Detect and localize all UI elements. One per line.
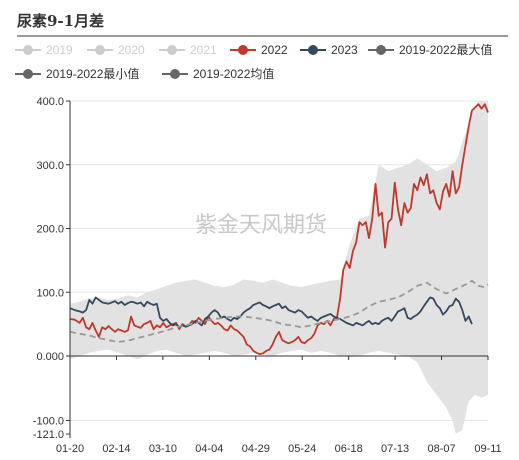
legend-label: 2022 [261,43,288,57]
y-tick-label: 200.0 [36,224,64,236]
legend-marker [170,69,180,79]
series-line-2022 [69,103,489,355]
x-tick-label: 01-20 [56,443,84,455]
range-band [70,101,488,434]
legend-marker [167,45,177,55]
legend-marker [308,45,318,55]
legend-marker [23,45,33,55]
x-tick-label: 05-24 [288,443,316,455]
legend-label: 2019 [46,43,73,57]
legend-label: 2019-2022均值 [193,66,274,81]
x-tick-label: 02-14 [102,443,130,455]
series-line-2023 [69,296,473,329]
legend-label: 2020 [118,43,145,57]
axes [69,101,488,438]
legend-marker [23,69,33,79]
series-lines [69,103,489,355]
legend-label: 2023 [331,43,358,57]
legend-item-2022[interactable]: 2022 [230,43,288,57]
y-tick-label: 100.0 [36,287,64,299]
x-tick-label: 04-29 [242,443,270,455]
legend-marker [95,45,105,55]
legend-marker [238,45,248,55]
chart-title: 尿素9-1月差 [17,12,104,30]
y-tick-label: 400.0 [36,96,64,108]
legend-label: 2021 [190,43,217,57]
y-tick-label: -100.0 [33,415,64,427]
x-tick-label: 04-04 [195,443,223,455]
y-tick-label: 0.000 [36,351,64,363]
y-tick-label: 300.0 [36,160,64,172]
legend-item-2019-2022均值[interactable]: 2019-2022均值 [162,66,274,81]
legend-item-2019-2022最大值[interactable]: 2019-2022最大值 [368,42,492,57]
series-line-2019-2022均值 [69,279,489,343]
legend-item-2019[interactable]: 2019 [15,43,73,57]
plot-area: 紫金天风期货 400.0 300.0 200.0 100.0 0.000 -100.0 -1… [33,96,502,455]
x-tick-label: 06-18 [335,443,363,455]
watermark: 紫金天风期货 [195,212,327,237]
series-band-max-min [70,101,488,434]
legend: 2019 2020 2021 2022 2023 2019-2022最大值 2019-202… [15,42,492,81]
legend-item-2021[interactable]: 2021 [159,43,217,57]
y-axis-ticks: 400.0 300.0 200.0 100.0 0.000 -100.0 -121.0 [33,96,70,441]
legend-marker [376,45,386,55]
x-tick-label: 07-13 [381,443,409,455]
legend-label: 2019-2022最小值 [46,66,139,81]
legend-label: 2019-2022最大值 [399,42,492,57]
x-tick-label: 08-07 [427,443,455,455]
legend-item-2023[interactable]: 2023 [300,43,358,57]
y-tick-label: -121.0 [33,429,64,441]
x-tick-label: 09-11 [474,443,501,455]
legend-item-2020[interactable]: 2020 [87,43,145,57]
x-tick-label: 03-10 [149,443,177,455]
legend-item-2019-2022最小值[interactable]: 2019-2022最小值 [15,66,139,81]
x-axis-ticks: 01-20 02-14 03-10 04-04 04-29 05-24 06-18 07-13… [56,356,502,455]
